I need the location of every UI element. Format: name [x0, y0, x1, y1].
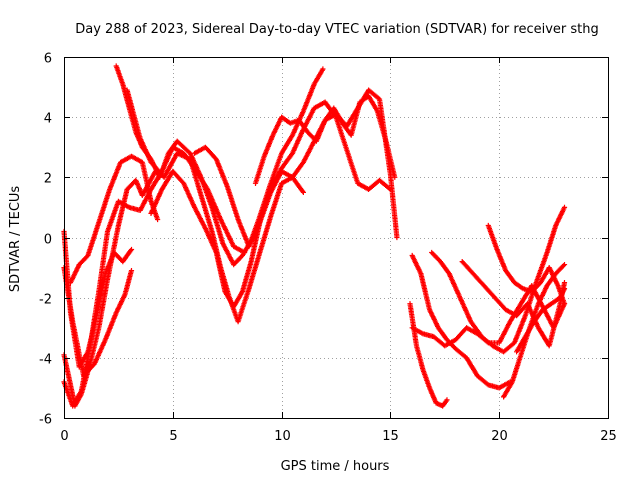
y-tick-label: -2	[39, 293, 52, 308]
series-track-r	[514, 286, 568, 355]
y-tick-label: 2	[44, 172, 52, 187]
x-tick-label: 10	[274, 429, 291, 444]
x-tick-label: 25	[600, 429, 617, 444]
series-track-h	[148, 99, 393, 310]
y-tick-label: 6	[44, 52, 52, 67]
series-track-k	[407, 301, 450, 409]
y-tick-label: 4	[44, 112, 52, 127]
x-tick-label: 5	[169, 429, 177, 444]
x-tick-label: 15	[382, 429, 399, 444]
y-axis-label: SDTVAR / TECUs	[8, 186, 23, 293]
series-track-p	[485, 222, 568, 307]
x-tick-label: 20	[491, 429, 508, 444]
series-track-j	[252, 93, 398, 186]
x-tick-label: 0	[60, 429, 68, 444]
series-track-e	[67, 153, 161, 286]
y-tick-label: -6	[39, 413, 52, 428]
x-axis-label: GPS time / hours	[281, 459, 390, 474]
series-layer	[61, 63, 568, 409]
series-track-n	[429, 204, 568, 355]
y-tick-label: -4	[39, 353, 52, 368]
axis-ticks: 0 5 10 15 20 25 -6 -4 -2 0 2 4 6	[39, 52, 617, 445]
chart-title: Day 288 of 2023, Sidereal Day-to-day VTE…	[75, 22, 599, 37]
y-tick-label: 0	[44, 233, 52, 248]
series-track-m	[409, 252, 513, 391]
